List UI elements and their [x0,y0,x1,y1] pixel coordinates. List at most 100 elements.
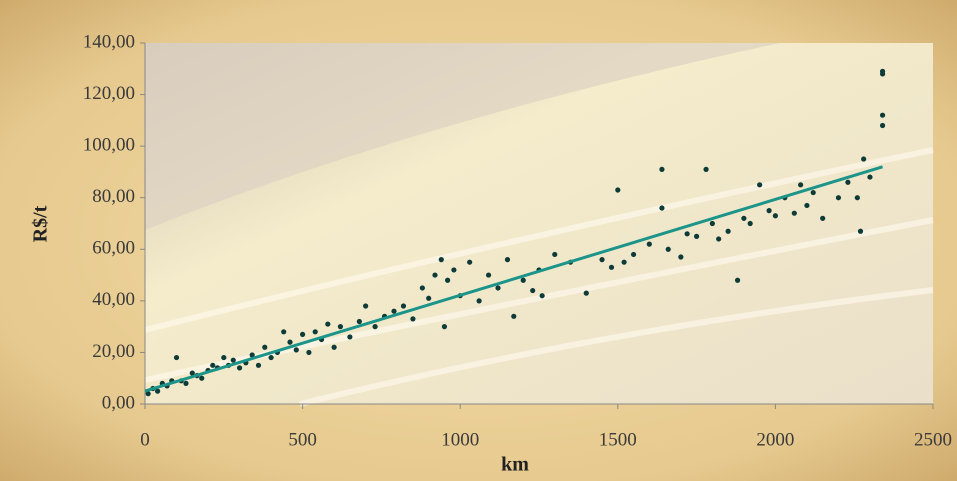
scatter-point [236,365,243,371]
trend-line [144,165,884,393]
scatter-point [879,122,886,129]
scatter-point [230,357,236,363]
y-tick-label: 0,00 [102,392,135,413]
scatter-point [485,272,492,278]
scatter-point [306,349,312,356]
scatter-point [861,156,867,162]
scatter-point [879,112,886,118]
scatter-point [684,231,690,237]
scatter-point [155,388,161,394]
scatter-point [432,272,438,278]
scatter-point [372,324,378,330]
scatter-point [615,187,621,193]
scatter-point [426,295,432,301]
scatter-point [363,303,369,309]
scatter-point [293,347,299,353]
scatter-point [520,277,526,283]
x-tick-label: 2500 [914,429,952,450]
scatter-point [189,370,195,376]
scatter-point [646,241,652,247]
scatter-point [347,334,353,340]
x-tick-label: 0 [140,429,150,450]
scatter-point [438,257,444,263]
scatter-point [476,298,482,304]
y-tick-label: 60,00 [92,238,135,259]
y-tick-label: 120,00 [83,83,135,104]
scatter-point [356,318,362,325]
scatter-point [325,321,331,327]
scatter-point [467,259,473,265]
scatter-point [173,354,180,361]
scatter-point [659,205,665,211]
scatter-point [183,380,189,386]
scatter-point [221,354,227,361]
scatter-point [249,352,255,358]
scatter-point [725,228,731,234]
y-axis-title: R$/t [30,205,52,242]
scatter-point [665,246,671,252]
scatter-point [845,179,851,185]
scatter-point [281,329,287,335]
scatter-point [400,303,407,309]
scatter-point [391,308,397,314]
scatter-point [539,293,545,299]
scatter-point [854,195,860,201]
scatter-point [451,267,457,273]
x-tick-label: 1000 [441,429,479,450]
scatter-point [495,285,501,291]
y-tick-label: 20,00 [92,341,135,362]
scatter-point [820,215,826,221]
scatter-point [798,182,804,188]
scatter-point [312,329,318,335]
scatter-point [337,324,344,330]
y-tick-label: 40,00 [92,289,135,310]
scatter-point [255,362,262,368]
scatter-point [145,391,151,397]
scatter-point [734,277,741,283]
y-tick-label: 140,00 [83,31,135,52]
x-tick-label: 1500 [599,429,637,450]
scatter-point [757,182,763,188]
scatter-point [287,339,293,345]
scatter-point [331,344,337,350]
scatter-point [199,375,205,381]
scatter-point [879,71,886,77]
scatter-point [857,228,864,234]
scatter-point [268,354,274,361]
scatter-point [630,251,637,258]
scatter-point [678,254,684,260]
scatter-point [511,313,517,319]
x-tick-label: 500 [288,429,317,450]
scatter-point [694,233,700,239]
scatter-point [300,331,306,337]
scatter-point [716,236,722,242]
scatter-point [608,264,615,270]
scatter-point [410,316,416,322]
scatter-point [262,344,268,350]
scatter-point [621,259,627,265]
scatter-point [709,220,715,227]
y-tick-label: 80,00 [92,186,135,207]
scatter-point [419,285,425,291]
scatter-point [504,257,511,263]
scatter-point [804,202,810,209]
scatter-point [210,362,216,368]
y-tick-label: 100,00 [83,135,135,156]
scatter-point [791,210,797,216]
scatter-point [867,174,873,180]
scatter-point [444,277,451,283]
scatter-point [552,251,558,258]
scatter-point [747,220,753,227]
scatter-point [441,324,448,330]
scatter-point [810,189,816,196]
x-axis-title: km [501,454,529,476]
scatter-point [741,215,747,221]
scatter-point [835,195,842,201]
field-shade [145,43,780,230]
scatter-point [703,166,709,172]
scatter-point [659,166,665,172]
scatter-point [530,287,536,294]
scatter-point [583,290,589,296]
